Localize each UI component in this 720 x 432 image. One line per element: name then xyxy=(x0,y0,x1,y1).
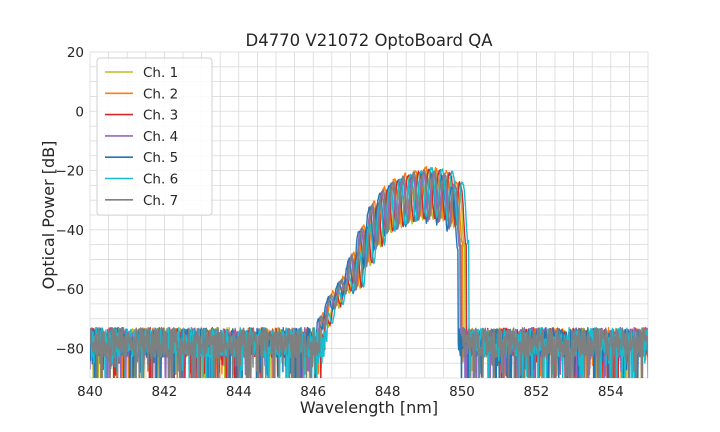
legend: Ch. 1 Ch. 2 Ch. 3 Ch. 4 Ch. 5 Ch. 6 Ch. 7 xyxy=(96,57,213,216)
legend-box xyxy=(96,57,213,216)
chart-title: D4770 V21072 OptoBoard QA xyxy=(245,31,493,50)
y-tick-label: 0 xyxy=(75,104,84,120)
x-tick-label: 850 xyxy=(449,384,475,400)
y-tick-label: −80 xyxy=(56,341,85,357)
y-tick-label: −20 xyxy=(56,164,85,180)
y-axis-label: Optical Power [dB] xyxy=(39,141,58,290)
series-group xyxy=(90,165,648,378)
legend-label: Ch. 3 xyxy=(143,108,178,124)
x-axis-label: Wavelength [nm] xyxy=(300,398,438,417)
x-tick-label: 842 xyxy=(152,384,178,400)
y-tick-label: −60 xyxy=(56,282,85,298)
series-line-7 xyxy=(90,168,648,378)
x-tick-label: 852 xyxy=(524,384,550,400)
x-tick-label: 854 xyxy=(598,384,624,400)
y-tick-label: 20 xyxy=(67,45,84,61)
x-tick-label: 844 xyxy=(226,384,252,400)
x-tick-label: 848 xyxy=(375,384,401,400)
legend-label: Ch. 7 xyxy=(143,193,178,209)
legend-label: Ch. 5 xyxy=(143,150,178,166)
x-tick-label: 840 xyxy=(77,384,103,400)
legend-label: Ch. 6 xyxy=(143,172,178,188)
y-tick-label: −40 xyxy=(56,223,85,239)
tick-labels: 840 842 844 846 848 850 852 854 20 0 −20 −40 −60 −80 xyxy=(56,45,624,400)
legend-label: Ch. 2 xyxy=(143,86,178,102)
legend-label: Ch. 4 xyxy=(143,129,178,145)
legend-label: Ch. 1 xyxy=(143,65,178,81)
x-tick-label: 846 xyxy=(300,384,326,400)
